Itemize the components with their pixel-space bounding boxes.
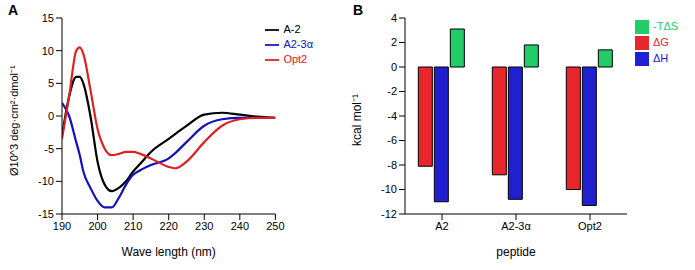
html-text:ΔH: ΔH	[653, 52, 669, 65]
svg-text:210: 210	[124, 220, 142, 232]
svg-text:2: 2	[391, 36, 397, 48]
svg-text:-2: -2	[387, 85, 397, 97]
svg-text:-15: -15	[38, 208, 54, 220]
svg-text:-5: -5	[44, 143, 54, 155]
html-text:A: A	[8, 2, 19, 18]
html-text:B: B	[353, 2, 364, 18]
html-text:A2-3α: A2-3α	[283, 38, 313, 51]
svg-text:250: 250	[266, 220, 284, 232]
svg-text:4: 4	[391, 12, 397, 24]
svg-text:peptide: peptide	[496, 245, 536, 259]
svg-text:220: 220	[160, 220, 178, 232]
svg-text:10: 10	[42, 45, 54, 57]
svg-text:0: 0	[391, 61, 397, 73]
svg-text:-6: -6	[387, 134, 397, 146]
svg-text:A2-3α: A2-3α	[501, 220, 531, 232]
svg-text:190: 190	[53, 220, 71, 232]
svg-text:-10: -10	[381, 183, 397, 195]
html-text:Opt2: Opt2	[283, 53, 308, 66]
svg-text:Wave length (nm): Wave length (nm)	[122, 245, 216, 259]
svg-text:-12: -12	[381, 208, 397, 220]
svg-text:0: 0	[48, 110, 54, 122]
svg-text:Ø10^3 deg·cm²·dmol⁻¹: Ø10^3 deg·cm²·dmol⁻¹	[8, 65, 20, 176]
svg-text:200: 200	[88, 220, 106, 232]
svg-text:-8: -8	[387, 159, 397, 171]
svg-text:-4: -4	[387, 110, 397, 122]
svg-text:240: 240	[231, 220, 249, 232]
svg-text:Opt2: Opt2	[578, 220, 602, 232]
svg-text:15: 15	[42, 12, 54, 24]
html-text:-TΔS: -TΔS	[653, 20, 679, 32]
html-text:A-2: A-2	[283, 23, 301, 35]
html-text:ΔG: ΔG	[653, 36, 669, 49]
svg-text:-10: -10	[38, 175, 54, 187]
svg-text:5: 5	[48, 77, 54, 89]
svg-text:230: 230	[195, 220, 213, 232]
svg-text:A2: A2	[435, 220, 448, 232]
svg-text:kcal mol⁻¹: kcal mol⁻¹	[350, 94, 364, 146]
